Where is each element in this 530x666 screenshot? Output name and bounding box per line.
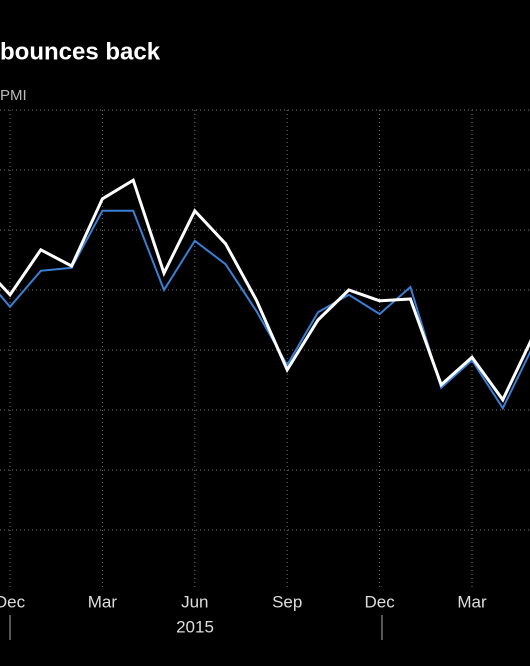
- x-tick-label: Mar: [457, 592, 487, 611]
- series-line: [0, 209, 530, 411]
- chart-subtitle: PMI: [0, 87, 27, 104]
- series-line: [0, 177, 530, 403]
- x-tick-label: Dec: [0, 592, 26, 611]
- x-tick-label: Dec: [364, 592, 395, 611]
- x-group-label: 2015: [176, 617, 214, 636]
- x-tick-label: Sep: [272, 592, 302, 611]
- chart-title: bounces back: [0, 38, 161, 65]
- x-tick-label: Jun: [181, 592, 208, 611]
- x-tick-label: Mar: [88, 592, 118, 611]
